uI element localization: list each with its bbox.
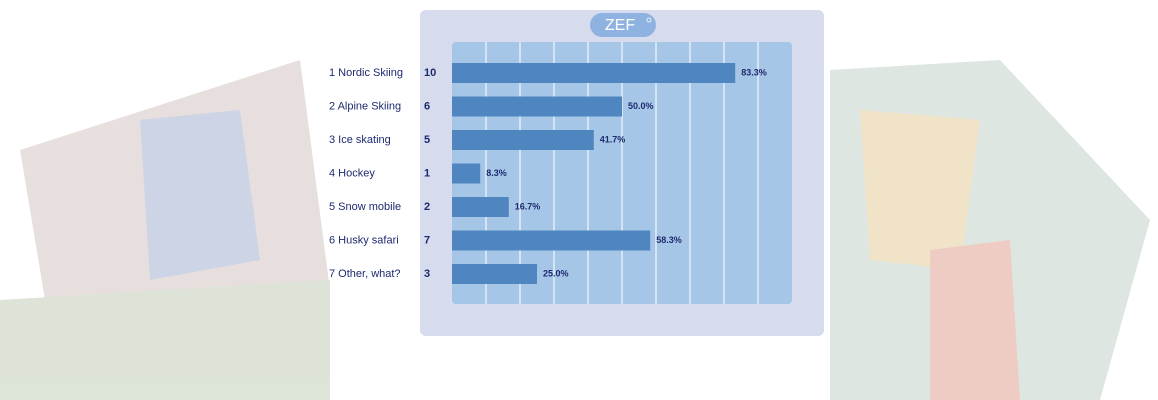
logo-mark	[646, 17, 652, 23]
bar	[452, 264, 537, 284]
count-label: 1	[424, 167, 430, 179]
logo-badge	[590, 13, 656, 37]
value-label: 25.0%	[543, 268, 569, 278]
count-label: 6	[424, 100, 430, 112]
count-label: 10	[424, 67, 436, 79]
category-label: 4 Hockey	[329, 167, 375, 179]
category-label: 5 Snow mobile	[329, 201, 401, 213]
bar	[452, 96, 622, 117]
category-label: 6 Husky safari	[329, 234, 399, 246]
value-label: 16.7%	[515, 201, 541, 211]
category-label: 1 Nordic Skiing	[329, 67, 403, 79]
count-label: 2	[424, 201, 430, 213]
bar	[452, 197, 509, 217]
value-label: 41.7%	[600, 134, 626, 144]
count-label: 3	[424, 268, 430, 280]
count-label: 5	[424, 134, 430, 146]
category-label: 2 Alpine Skiing	[329, 100, 401, 112]
logo: ZEF	[605, 17, 635, 34]
bar	[452, 163, 481, 184]
bar	[452, 63, 736, 83]
bar	[452, 230, 651, 251]
count-label: 7	[424, 234, 430, 246]
bar	[452, 130, 594, 150]
background-photos	[0, 60, 1150, 400]
value-label: 58.3%	[656, 235, 682, 245]
category-label: 7 Other, what?	[329, 268, 401, 280]
value-label: 83.3%	[741, 67, 767, 77]
category-label: 3 Ice skating	[329, 134, 391, 146]
value-label: 8.3%	[486, 168, 507, 178]
value-label: 50.0%	[628, 101, 654, 111]
